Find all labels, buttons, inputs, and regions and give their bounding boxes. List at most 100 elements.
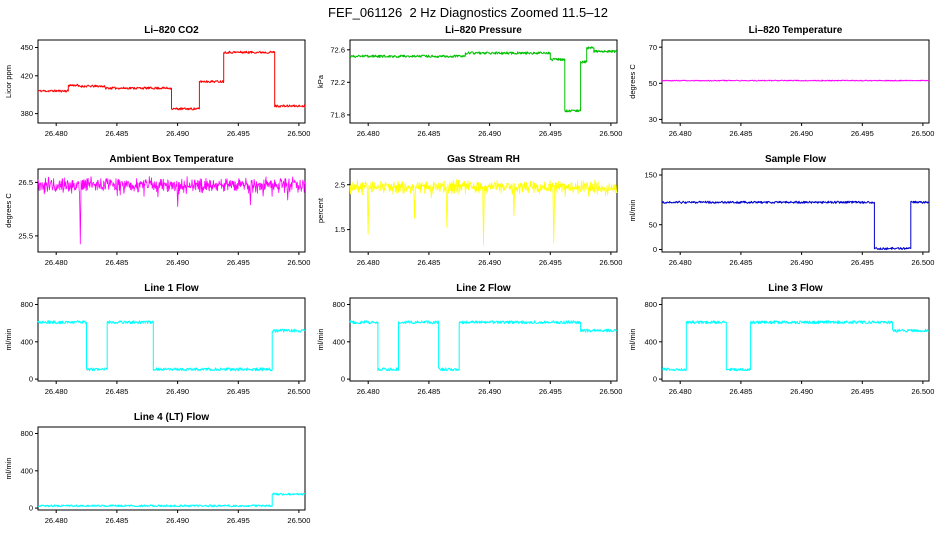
series-line [37,492,306,508]
chart-title: Gas Stream RH [447,154,520,165]
y-axis-label: ml/min [628,199,637,221]
plot-box [661,39,930,124]
x-tick-label: 26.485 [729,387,752,396]
chart-title: Line 2 Flow [456,283,511,294]
series-line [661,200,930,251]
chart-title: Line 3 Flow [768,283,823,294]
chart-title: Line 4 (LT) Flow [134,412,210,423]
plot-box [349,297,618,382]
x-tick-label: 26.480 [45,387,68,396]
y-tick-label: 0 [341,375,345,384]
y-tick-label: 800 [20,300,33,309]
y-tick-label: 800 [20,429,33,438]
series-line [661,320,930,372]
y-axis-label: Licor ppm [4,65,13,98]
x-tick-label: 26.500 [287,129,310,138]
y-tick-label: 70 [649,43,657,52]
y-tick-label: 150 [644,171,657,180]
x-tick-label: 26.490 [166,387,189,396]
x-tick-label: 26.480 [357,258,380,267]
x-tick-label: 26.490 [790,129,813,138]
y-tick-label: 450 [20,43,33,52]
x-tick-label: 26.500 [911,258,934,267]
y-tick-label: 50 [649,79,657,88]
series-line [349,320,617,372]
chart-line-4-lt-flow: Line 4 (LT) Flow 0 400 800 26.480 26.485 26.49… [4,412,310,525]
x-tick-label: 26.480 [45,516,68,525]
x-tick-label: 26.490 [478,258,501,267]
charts-grid: Li–820 CO2 380 420 450 26.480 26.485 26.490 26.… [0,22,936,538]
x-tick-label: 26.495 [539,129,562,138]
chart-cell: Li–820 Pressure 71.8 72.2 72.6 26.480 26.485 2… [312,22,624,151]
x-tick-label: 26.495 [851,258,874,267]
chart-sample-flow: Sample Flow 0 50 150 26.480 26.485 26.490 26.49… [628,154,934,267]
plot-box [349,39,618,124]
chart-title: Ambient Box Temperature [109,154,234,165]
x-tick-label: 26.500 [287,258,310,267]
x-tick-label: 26.490 [166,516,189,525]
x-tick-label: 26.480 [669,387,692,396]
chart-cell: Li–820 Temperature 30 50 70 26.480 26.485 26.4… [624,22,936,151]
plot-box [37,426,306,511]
y-tick-label: 30 [649,115,657,124]
x-tick-label: 26.500 [287,387,310,396]
x-tick-label: 26.500 [911,129,934,138]
chart-title: Sample Flow [765,154,826,165]
y-tick-label: 400 [20,337,33,346]
chart-cell: Line 2 Flow 0 400 800 26.480 26.485 26.490 26.4… [312,280,624,409]
x-tick-label: 26.500 [911,387,934,396]
y-tick-label: 380 [20,109,33,118]
y-tick-label: 0 [29,375,33,384]
chart-cell: Line 3 Flow 0 400 800 26.480 26.485 26.490 26.4… [624,280,936,409]
x-tick-label: 26.500 [287,516,310,525]
x-tick-label: 26.495 [539,258,562,267]
x-tick-label: 26.490 [790,387,813,396]
x-tick-label: 26.495 [227,516,250,525]
chart-gas-stream-rh: Gas Stream RH 1.5 2.5 26.480 26.485 26.490 26.… [316,154,622,267]
y-tick-label: 1.5 [335,225,345,234]
y-tick-label: 72.6 [330,45,345,54]
x-tick-label: 26.485 [417,387,440,396]
x-tick-label: 26.485 [729,129,752,138]
y-tick-label: 420 [20,71,33,80]
chart-line-3-flow: Line 3 Flow 0 400 800 26.480 26.485 26.490 26.4… [628,283,934,396]
chart-line-1-flow: Line 1 Flow 0 400 800 26.480 26.485 26.490 26.4… [4,283,310,396]
y-tick-label: 0 [653,245,657,254]
plot-box [37,168,306,253]
x-tick-label: 26.480 [45,129,68,138]
x-tick-label: 26.485 [105,516,128,525]
x-tick-label: 26.490 [478,387,501,396]
plot-box [349,168,618,253]
x-tick-label: 26.490 [790,258,813,267]
x-tick-label: 26.500 [599,258,622,267]
y-tick-label: 25.5 [18,232,33,241]
x-tick-label: 26.480 [357,129,380,138]
y-axis-label: degrees C [628,64,637,99]
y-tick-label: 400 [332,337,345,346]
series-line [38,50,306,111]
y-tick-label: 800 [644,300,657,309]
y-tick-label: 71.8 [330,111,345,120]
plot-box [37,297,306,382]
x-tick-label: 26.480 [669,129,692,138]
x-tick-label: 26.485 [105,129,128,138]
y-tick-label: 0 [653,375,657,384]
chart-cell: Ambient Box Temperature 25.5 26.5 26.480 26.… [0,151,312,280]
x-tick-label: 26.480 [45,258,68,267]
plot-box [661,168,930,253]
x-tick-label: 26.490 [166,129,189,138]
y-axis-label: percent [316,197,325,223]
x-tick-label: 26.490 [478,129,501,138]
x-tick-label: 26.480 [357,387,380,396]
series-line [661,79,930,82]
y-axis-label: ml/min [628,328,637,350]
y-axis-label: ml/min [316,328,325,350]
chart-line-2-flow: Line 2 Flow 0 400 800 26.480 26.485 26.490 26.4… [316,283,622,396]
chart-cell: Sample Flow 0 50 150 26.480 26.485 26.490 26.49… [624,151,936,280]
chart-title: Line 1 Flow [144,283,199,294]
chart-ambient-box-temperature: Ambient Box Temperature 25.5 26.5 26.480 26.… [4,154,310,267]
y-axis-label: ml/min [4,328,13,350]
y-tick-label: 26.5 [18,178,33,187]
y-tick-label: 72.2 [330,78,345,87]
